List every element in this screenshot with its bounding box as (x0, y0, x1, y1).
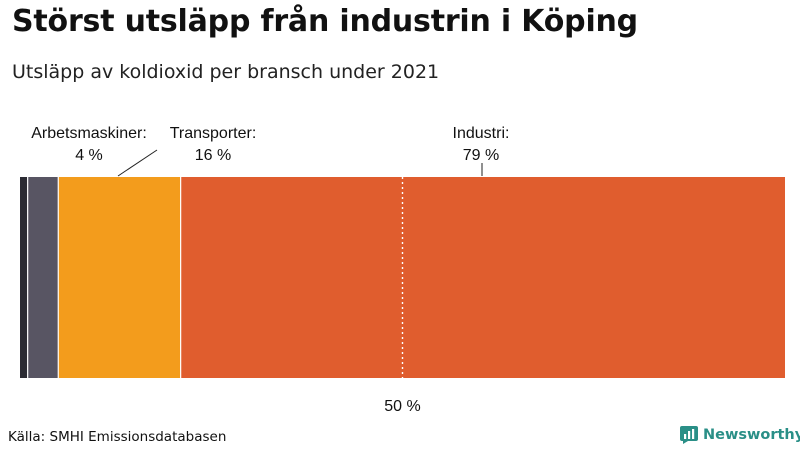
bar-segment-unnamed-0 (20, 177, 28, 378)
reference-line-label: 50 % (384, 398, 420, 415)
value-label-arbetsmaskiner: 4 % (75, 147, 103, 164)
chart-title: Störst utsläpp från industrin i Köping (12, 4, 638, 39)
label-industri: Industri: (453, 125, 510, 142)
bar-segment-arbetsmaskiner (27, 177, 59, 378)
value-label-transporter: 16 % (195, 147, 231, 164)
bar-segment-transporter (58, 177, 181, 378)
label-arbetsmaskiner: Arbetsmaskiner: (31, 125, 147, 142)
value-label-industri: 79 % (463, 147, 499, 164)
chart-subtitle: Utsläpp av koldioxid per bransch under 2… (12, 61, 440, 83)
bar-segment-industri (180, 177, 785, 378)
brand-name: Newsworthy (703, 427, 800, 443)
brand-logo: Newsworthy (680, 426, 800, 444)
source-note: Källa: SMHI Emissionsdatabasen (8, 429, 227, 445)
newsworthy-logo-icon (680, 426, 698, 444)
leader-line-transporter (117, 149, 158, 177)
label-transporter: Transporter: (170, 125, 257, 142)
